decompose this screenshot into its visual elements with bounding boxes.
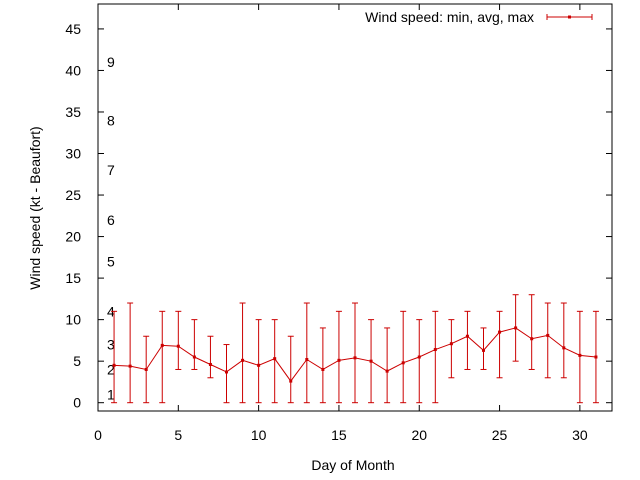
- legend: Wind speed: min, avg, max: [365, 9, 593, 25]
- avg-point: [192, 355, 196, 359]
- avg-point: [530, 337, 534, 341]
- legend-symbol: [546, 14, 593, 20]
- error-bar: [207, 335, 214, 379]
- error-bar: [303, 302, 310, 404]
- error-bar: [384, 327, 391, 404]
- error-bar: [480, 327, 487, 370]
- error-bar: [544, 302, 551, 379]
- y-tick-label: 25: [65, 187, 81, 203]
- beaufort-labels: 1 2 3 4 5 6 7 8 9: [107, 54, 115, 402]
- avg-point: [498, 330, 502, 334]
- beaufort-label: 9: [107, 54, 115, 70]
- y-axis-label: Wind speed (kt - Beaufort): [27, 126, 43, 289]
- beaufort-label: 3: [107, 337, 115, 353]
- avg-point: [160, 343, 164, 347]
- beaufort-label: 7: [107, 162, 115, 178]
- avg-point: [353, 356, 357, 360]
- avg-point: [594, 355, 598, 359]
- error-bar: [319, 327, 326, 404]
- avg-point: [337, 358, 341, 362]
- beaufort-label: 2: [107, 361, 115, 377]
- error-bar: [335, 310, 342, 404]
- legend-label: Wind speed: min, avg, max: [365, 9, 534, 25]
- error-bars: [111, 294, 599, 404]
- y-tick-labels: 0 5 10 15 20 25 30 35 40 45: [65, 21, 81, 411]
- avg-point: [289, 379, 293, 383]
- error-bar: [175, 310, 182, 370]
- x-tick-labels: 0 5 10 15 20 25 30: [94, 427, 588, 443]
- avg-point: [369, 359, 373, 363]
- error-bar: [448, 319, 455, 379]
- x-tick-label: 15: [331, 427, 347, 443]
- error-bar: [127, 302, 134, 404]
- error-bar: [464, 310, 471, 370]
- error-bar: [416, 319, 423, 404]
- axis-ticks: [97, 4, 612, 411]
- error-bar: [111, 310, 118, 404]
- y-tick-label: 40: [65, 62, 81, 78]
- avg-point: [241, 358, 245, 362]
- y-tick-label: 15: [65, 270, 81, 286]
- avg-points: [112, 326, 598, 383]
- avg-point: [112, 363, 116, 367]
- error-bar: [223, 344, 230, 404]
- error-bar: [496, 310, 503, 379]
- x-tick-label: 25: [492, 427, 508, 443]
- x-axis-label: Day of Month: [311, 457, 394, 473]
- error-bar: [400, 310, 407, 404]
- error-bar: [560, 302, 567, 379]
- x-tick-label: 20: [411, 427, 427, 443]
- avg-point: [257, 363, 261, 367]
- error-bar: [352, 302, 358, 404]
- beaufort-label: 8: [107, 112, 115, 128]
- legend-point: [568, 15, 571, 19]
- avg-point: [562, 346, 566, 350]
- avg-point: [321, 367, 325, 371]
- avg-point: [482, 348, 485, 352]
- error-bar: [255, 319, 262, 404]
- avg-point: [225, 370, 228, 374]
- avg-point: [465, 334, 469, 338]
- beaufort-label: 6: [107, 212, 115, 228]
- y-tick-label: 30: [65, 146, 81, 162]
- avg-point: [514, 326, 518, 330]
- y-tick-label: 20: [65, 229, 81, 245]
- beaufort-label: 5: [107, 253, 115, 269]
- error-bar: [271, 319, 278, 404]
- beaufort-label: 1: [107, 386, 115, 402]
- avg-point: [401, 361, 405, 365]
- error-bar: [239, 302, 246, 404]
- y-tick-label: 35: [65, 104, 81, 120]
- x-tick-label: 5: [174, 427, 182, 443]
- x-tick-label: 0: [94, 427, 102, 443]
- error-bar: [576, 310, 583, 404]
- x-tick-label: 30: [572, 427, 588, 443]
- avg-point: [273, 357, 277, 361]
- beaufort-label: 4: [107, 303, 115, 319]
- error-bar: [528, 294, 535, 370]
- error-bar: [287, 335, 294, 404]
- avg-point: [128, 364, 132, 368]
- avg-point: [433, 348, 437, 352]
- avg-point: [176, 344, 180, 348]
- avg-point: [449, 342, 453, 346]
- y-tick-label: 10: [65, 312, 81, 328]
- y-tick-label: 5: [73, 353, 81, 369]
- avg-point: [208, 362, 212, 366]
- error-bar: [159, 310, 166, 404]
- error-bar: [432, 310, 439, 404]
- avg-point: [417, 355, 421, 359]
- y-tick-label: 45: [65, 21, 81, 37]
- y-tick-label: 0: [73, 395, 81, 411]
- x-tick-label: 10: [251, 427, 267, 443]
- plot-frame: [97, 3, 613, 412]
- avg-point: [385, 369, 389, 373]
- avg-point: [305, 358, 309, 362]
- error-bar: [191, 319, 198, 370]
- avg-point: [578, 353, 582, 357]
- avg-point: [546, 333, 550, 337]
- avg-point: [144, 367, 148, 371]
